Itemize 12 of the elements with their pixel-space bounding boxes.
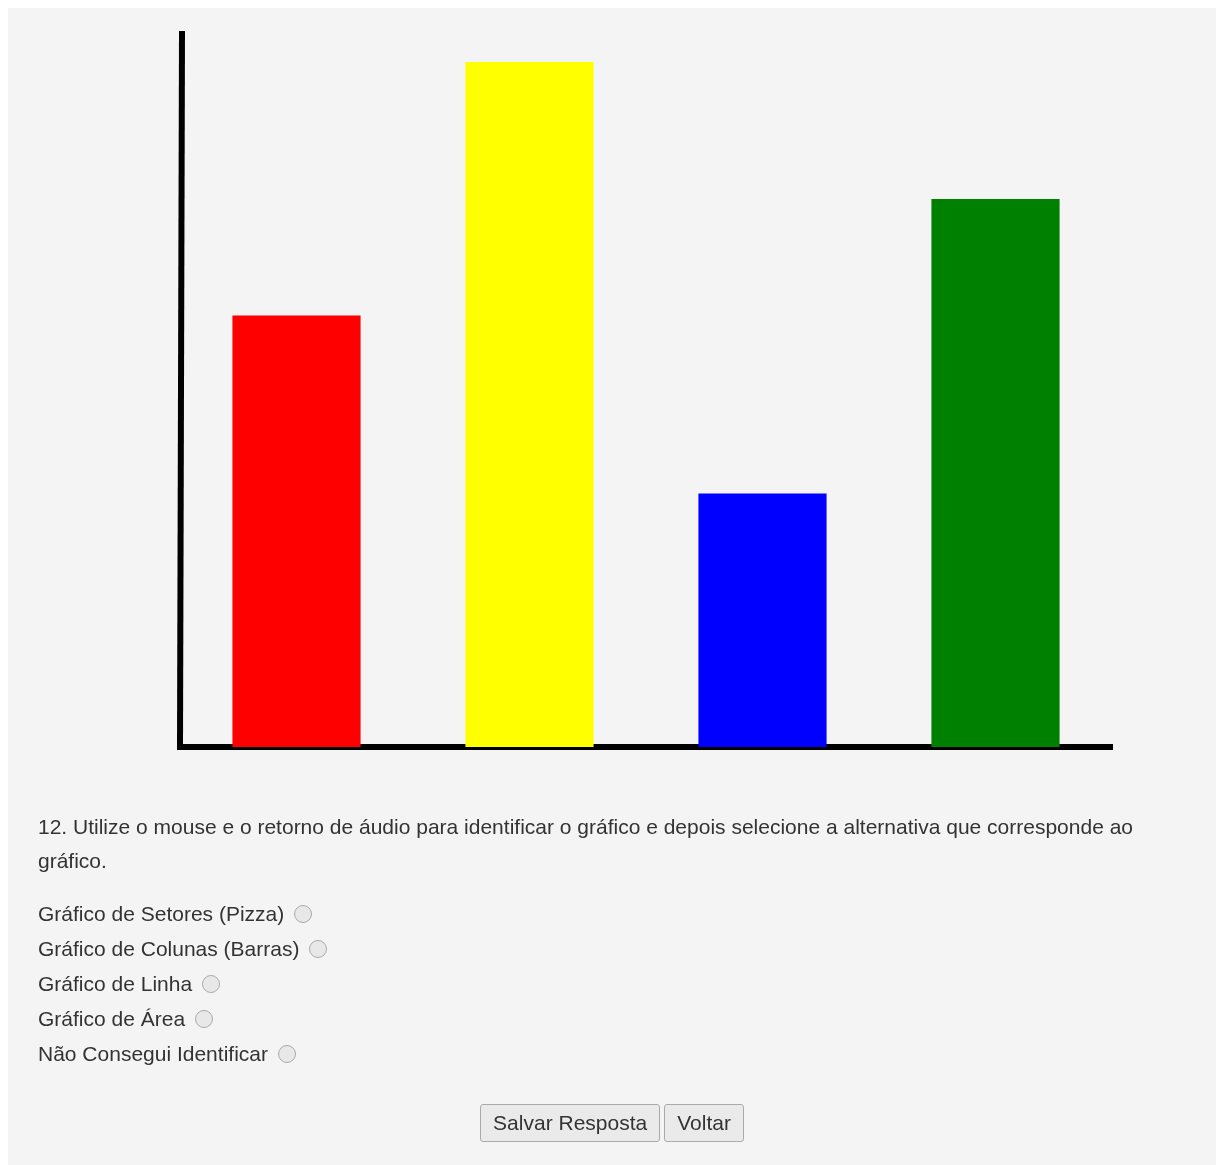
bar (465, 62, 594, 747)
text: 12. Utilize o mouse e o retorno de áudio para identificar o gráfico e depois selecione a alternativa que corresponde ao gráfico. (38, 814, 1134, 874)
bar (698, 493, 827, 747)
text: Não Consegui Identificar (38, 1041, 268, 1067)
text: Voltar (664, 1104, 744, 1142)
text: Gráfico de Colunas (Barras) (38, 936, 300, 962)
bar (931, 199, 1060, 747)
text: Gráfico de Área (38, 1006, 186, 1032)
text: Gráfico de Linha (38, 971, 193, 997)
text: Gráfico de Setores (Pizza) (38, 901, 285, 927)
text: Salvar Resposta (480, 1104, 661, 1142)
bar (232, 315, 361, 747)
